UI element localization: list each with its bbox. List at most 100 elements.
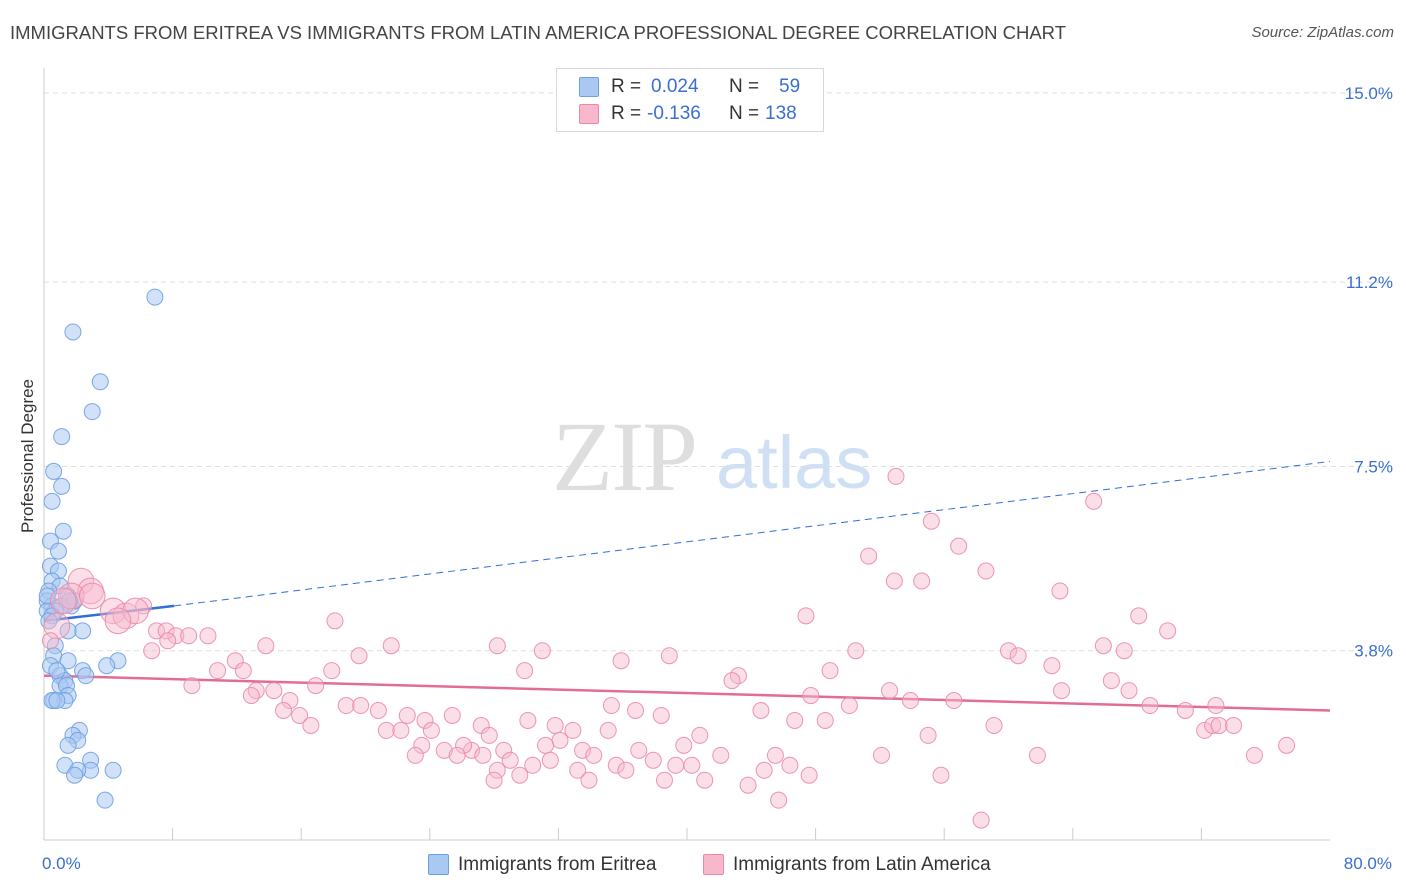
point-latin-america bbox=[786, 711, 804, 729]
point-latin-america bbox=[945, 692, 963, 710]
point-latin-america bbox=[511, 766, 529, 784]
point-latin-america bbox=[607, 756, 625, 774]
point-latin-america bbox=[183, 677, 201, 695]
point-latin-america bbox=[180, 627, 198, 645]
point-latin-america bbox=[1009, 647, 1027, 665]
point-latin-america bbox=[881, 682, 899, 700]
point-latin-america bbox=[167, 627, 185, 645]
legend-n-label: N = bbox=[729, 76, 760, 97]
point-latin-america bbox=[488, 761, 506, 779]
point-latin-america bbox=[860, 547, 878, 565]
point-latin-america bbox=[422, 721, 440, 739]
point-latin-america bbox=[797, 607, 815, 625]
point-latin-america bbox=[675, 736, 693, 754]
point-latin-america bbox=[919, 726, 937, 744]
point-latin-america bbox=[1102, 672, 1120, 690]
point-eritrea bbox=[54, 522, 72, 540]
point-latin-america bbox=[847, 642, 865, 660]
point-latin-america bbox=[377, 721, 395, 739]
point-eritrea bbox=[45, 462, 63, 480]
point-eritrea bbox=[49, 542, 67, 560]
chart-title: IMMIGRANTS FROM ERITREA VS IMMIGRANTS FR… bbox=[10, 22, 1066, 43]
point-latin-america bbox=[1225, 716, 1243, 734]
point-latin-america bbox=[533, 642, 551, 660]
point-eritrea bbox=[43, 492, 61, 510]
y-tick-labels: 3.8% 7.5% 11.2% 15.0% bbox=[1345, 84, 1393, 661]
point-latin-america bbox=[1028, 746, 1046, 764]
point-latin-america bbox=[816, 711, 834, 729]
point-latin-america bbox=[950, 537, 968, 555]
point-latin-america bbox=[480, 726, 498, 744]
point-latin-america bbox=[159, 632, 177, 650]
point-eritrea bbox=[48, 662, 66, 680]
watermark-atlas: atlas bbox=[716, 421, 872, 504]
y-tick-label: 15.0% bbox=[1345, 84, 1393, 103]
point-latin-america bbox=[199, 627, 217, 645]
point-latin-america bbox=[932, 766, 950, 784]
series-swatch-eritrea bbox=[428, 854, 449, 875]
point-latin-america bbox=[752, 702, 770, 720]
point-latin-america bbox=[1085, 492, 1103, 510]
point-latin-america bbox=[644, 751, 662, 769]
point-latin-america bbox=[1141, 697, 1159, 715]
point-latin-america bbox=[495, 741, 513, 759]
point-latin-america bbox=[352, 697, 370, 715]
point-latin-america bbox=[766, 746, 784, 764]
point-latin-america bbox=[1159, 622, 1177, 640]
point-latin-america bbox=[887, 467, 905, 485]
point-latin-america bbox=[770, 791, 788, 809]
point-eritrea bbox=[146, 288, 164, 306]
point-latin-america bbox=[148, 622, 166, 640]
trend-line-eritrea bbox=[43, 604, 175, 623]
point-latin-america bbox=[281, 692, 299, 710]
point-latin-america bbox=[580, 771, 598, 789]
legend-swatch-eritrea bbox=[579, 77, 599, 97]
legend-r-label: R = bbox=[611, 76, 642, 97]
point-eritrea bbox=[104, 761, 122, 779]
point-latin-america bbox=[350, 647, 368, 665]
point-eritrea bbox=[66, 766, 84, 784]
point-latin-america bbox=[599, 721, 617, 739]
point-latin-america bbox=[655, 771, 673, 789]
point-latin-america bbox=[802, 687, 820, 705]
point-eritrea bbox=[96, 791, 114, 809]
x-tick-label: 0.0% bbox=[42, 854, 81, 873]
point-latin-america bbox=[551, 731, 569, 749]
point-latin-america bbox=[564, 721, 582, 739]
point-latin-america bbox=[49, 587, 77, 615]
point-latin-america bbox=[569, 761, 587, 779]
point-eritrea bbox=[59, 652, 77, 670]
legend-n-label: N = bbox=[729, 103, 760, 124]
trend-extension-eritrea bbox=[174, 460, 1331, 607]
point-latin-america bbox=[67, 567, 95, 595]
legend-r-value: -0.136 bbox=[647, 103, 701, 124]
chart-source: Source: ZipAtlas.com bbox=[1251, 24, 1394, 41]
y-tick-label: 11.2% bbox=[1346, 273, 1393, 292]
point-latin-america bbox=[1053, 682, 1071, 700]
point-latin-america bbox=[781, 756, 799, 774]
point-latin-america bbox=[265, 682, 283, 700]
point-latin-america bbox=[392, 721, 410, 739]
point-latin-america bbox=[1094, 637, 1112, 655]
point-latin-america bbox=[302, 716, 320, 734]
point-latin-america bbox=[1130, 607, 1148, 625]
correlation-legend: R = 0.024 N = 59 R = -0.136 N = 138 bbox=[556, 68, 824, 132]
point-latin-america bbox=[209, 662, 227, 680]
point-eritrea bbox=[53, 477, 71, 495]
legend-swatch-latin-america bbox=[579, 104, 599, 124]
point-latin-america bbox=[840, 697, 858, 715]
point-eritrea bbox=[48, 692, 66, 710]
x-tick-label: 80.0% bbox=[1344, 854, 1392, 873]
point-latin-america bbox=[435, 741, 453, 759]
series-legend: Immigrants from Eritrea Immigrants from … bbox=[0, 850, 1406, 880]
point-latin-america bbox=[382, 637, 400, 655]
point-latin-america bbox=[1207, 697, 1225, 715]
point-eritrea bbox=[77, 667, 95, 685]
point-latin-america bbox=[416, 711, 434, 729]
point-latin-america bbox=[519, 711, 537, 729]
point-eritrea bbox=[38, 587, 56, 605]
point-latin-america bbox=[723, 672, 741, 690]
point-latin-america bbox=[516, 662, 534, 680]
y-axis-label: Professional Degree bbox=[18, 379, 37, 533]
point-latin-america bbox=[691, 726, 709, 744]
